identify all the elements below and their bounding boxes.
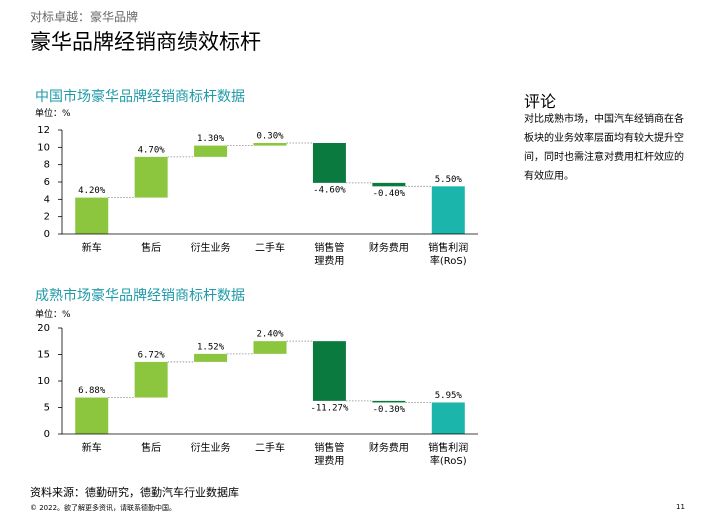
value-label: 0.30% [256,132,284,142]
y-tick-label: 6 [44,177,50,188]
bar [194,353,228,362]
value-label: -4.60% [313,185,346,195]
value-label: 5.95% [435,391,463,401]
x-tick-label: 销售利润 率(RoS) [428,443,469,467]
x-tick-label: 财务费用 [368,443,409,454]
comment-text: 对比成熟市场，中国汽车经销商在各板块的业务效率层面均有较大提升空间，同时也需注意… [524,114,684,182]
x-tick-label: 财务费用 [368,243,409,254]
bar [134,361,168,398]
bar [253,143,287,146]
comment-title: 评论 [524,92,557,111]
x-tick-label: 销售管 理费用 [314,243,345,267]
unit-label: 单位：% [35,109,71,119]
y-tick-label: 4 [44,194,50,205]
bar [372,182,406,187]
bar [134,156,168,198]
bar [312,341,346,401]
bar [431,186,465,234]
x-tick-label: 衍生业务 [190,243,231,254]
bar [194,145,228,157]
x-tick-label: 售后 [141,443,162,454]
y-tick-label: 15 [37,350,50,361]
copyright: © 2022。欲了解更多资讯，请联系德勤中国。 [30,504,177,512]
y-tick-label: 2 [44,212,50,223]
value-label: -0.40% [373,189,406,199]
y-tick-label: 20 [37,323,50,334]
value-label: -11.27% [310,403,349,413]
bar [253,341,287,354]
bar [431,402,465,434]
bar [372,400,406,403]
x-tick-label: 新车 [81,243,102,254]
page-title: 豪华品牌经销商绩效标杆 [30,30,261,54]
chart-title: 成熟市场豪华品牌经销商标杆数据 [35,288,245,304]
y-tick-label: 10 [37,142,50,153]
bar [75,397,109,434]
page-number: 11 [676,503,685,511]
value-label: 1.52% [197,342,225,352]
y-tick-label: 8 [44,160,50,171]
x-tick-label: 二手车 [255,443,285,454]
value-label: -0.30% [373,405,406,415]
source: 资料来源：德勤研究，德勤汽车行业数据库 [30,486,239,499]
x-tick-label: 新车 [81,443,102,454]
bar [75,197,109,234]
unit-label: 单位：% [35,310,71,320]
value-label: 2.40% [256,330,284,340]
value-label: 1.30% [197,134,225,144]
value-label: 6.72% [138,350,166,360]
value-label: 5.50% [435,175,463,185]
bar [312,143,346,183]
x-tick-label: 二手车 [255,243,285,254]
value-label: 6.88% [78,386,106,396]
y-tick-label: 0 [44,229,50,240]
kicker: 对标卓越：豪华品牌 [30,10,139,24]
x-tick-label: 销售管 理费用 [314,443,345,467]
value-label: 4.20% [78,186,106,196]
y-tick-label: 5 [44,403,50,414]
y-tick-label: 10 [37,376,50,387]
value-label: 4.70% [138,145,166,155]
y-tick-label: 0 [44,429,50,440]
x-tick-label: 销售利润 率(RoS) [428,243,469,267]
y-tick-label: 12 [37,125,50,136]
chart-title: 中国市场豪华品牌经销商标杆数据 [35,89,245,105]
x-tick-label: 售后 [141,243,162,254]
x-tick-label: 衍生业务 [190,443,231,454]
